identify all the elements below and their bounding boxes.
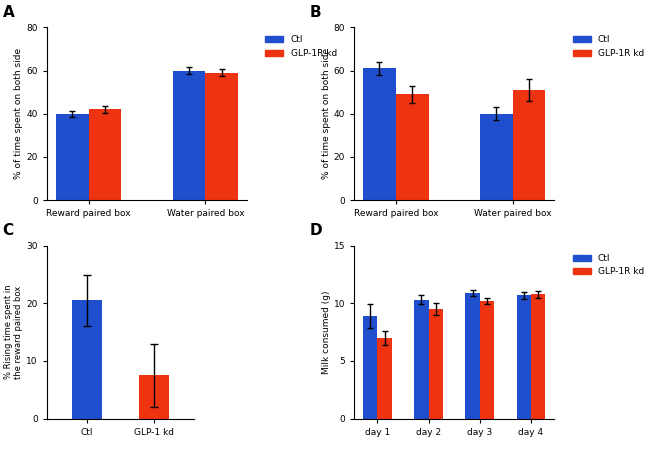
Legend: Ctl, GLP-1R kd: Ctl, GLP-1R kd [262,32,341,61]
Text: B: B [310,5,321,20]
Bar [363,68,396,200]
Y-axis label: % of time spent on both side: % of time spent on both side [15,48,23,179]
Y-axis label: % of time spent on both side: % of time spent on both side [322,48,331,179]
Bar [429,309,443,419]
Bar [531,294,545,419]
Bar [414,300,429,419]
Bar [466,293,480,419]
Bar [512,90,545,200]
Bar [516,295,531,419]
Bar [89,110,122,200]
Text: A: A [3,5,15,20]
Legend: Ctl, GLP-1R kd: Ctl, GLP-1R kd [569,32,648,61]
Bar [72,300,102,419]
Bar [377,338,392,419]
Legend: Ctl, GLP-1R kd: Ctl, GLP-1R kd [569,250,648,280]
Bar [480,301,494,419]
Bar [139,375,169,419]
Y-axis label: Milk consumed (g): Milk consumed (g) [322,290,331,374]
Bar [56,114,89,200]
Text: C: C [3,223,14,238]
Bar [396,94,429,200]
Bar [172,71,205,200]
Y-axis label: % Rising time spent in
the reward paired box: % Rising time spent in the reward paired… [4,285,23,379]
Text: D: D [310,223,323,238]
Bar [480,114,512,200]
Bar [205,73,238,200]
Bar [363,316,377,419]
